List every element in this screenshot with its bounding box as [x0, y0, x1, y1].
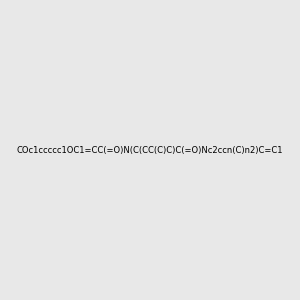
Text: COc1ccccc1OC1=CC(=O)N(C(CC(C)C)C(=O)Nc2ccn(C)n2)C=C1: COc1ccccc1OC1=CC(=O)N(C(CC(C)C)C(=O)Nc2c…	[17, 146, 283, 154]
